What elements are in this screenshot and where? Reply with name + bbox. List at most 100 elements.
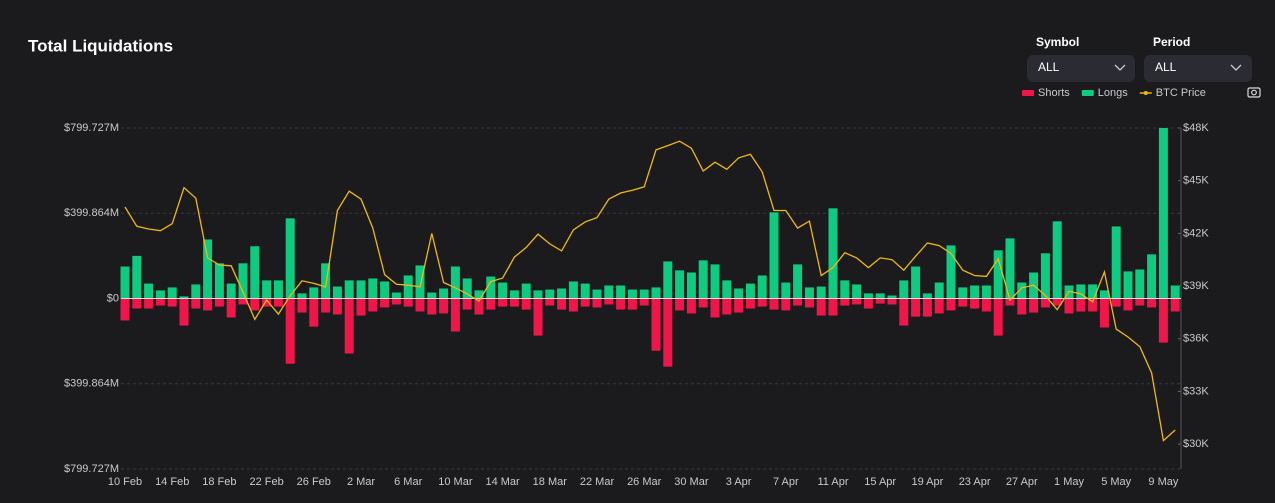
bar (840, 298, 850, 306)
bar (734, 298, 744, 313)
y2-tick-label: $42K (1183, 227, 1209, 239)
bar (332, 286, 342, 299)
bar (226, 283, 236, 299)
bar (1158, 298, 1168, 343)
bar (875, 293, 885, 299)
bar (1017, 282, 1027, 299)
y-tick-label: $399.864M (64, 207, 119, 219)
x-tick-label: 2 Mar (347, 476, 375, 488)
bar (604, 285, 614, 299)
camera-icon[interactable] (1247, 87, 1261, 98)
bar (132, 255, 142, 299)
x-tick-label: 6 Mar (394, 476, 422, 488)
bar (781, 282, 791, 299)
bar (450, 266, 460, 299)
bar (238, 298, 248, 305)
bar (391, 298, 401, 305)
legend-label[interactable]: BTC Price (1156, 87, 1206, 99)
bar (297, 293, 307, 299)
bar (167, 287, 177, 299)
legend-swatch (1081, 90, 1094, 96)
x-tick-label: 3 Apr (726, 476, 752, 488)
x-tick-label: 5 May (1101, 476, 1131, 488)
bar (1170, 298, 1180, 312)
bar (1135, 298, 1145, 306)
legend-label[interactable]: Shorts (1038, 87, 1070, 99)
bar (793, 298, 803, 306)
bar (1017, 298, 1027, 315)
bar (710, 298, 720, 318)
bar (663, 261, 673, 299)
dropdown-value[interactable]: ALL (1038, 60, 1060, 74)
bar (1005, 238, 1015, 299)
bar (745, 298, 755, 309)
bar (1076, 298, 1086, 312)
dropdown[interactable] (1027, 55, 1135, 82)
x-tick-label: 14 Feb (155, 476, 189, 488)
bar (1076, 284, 1086, 299)
bar (474, 298, 484, 315)
bar (368, 278, 378, 299)
bar (769, 212, 779, 299)
y2-tick-label: $45K (1183, 175, 1209, 187)
bar (875, 298, 885, 304)
bar (439, 288, 449, 299)
x-tick-label: 22 Mar (580, 476, 615, 488)
bar (604, 298, 614, 305)
y2-tick-label: $30K (1183, 438, 1209, 450)
chevron (1114, 64, 1126, 71)
bar (970, 285, 980, 299)
bar (981, 285, 991, 299)
bar (958, 298, 968, 307)
dropdown[interactable] (1144, 55, 1252, 82)
bar (474, 290, 484, 299)
x-tick-label: 10 Mar (438, 476, 473, 488)
bar (250, 246, 260, 299)
bar (1052, 221, 1062, 299)
dropdown-value[interactable]: ALL (1155, 60, 1177, 74)
bar (250, 298, 260, 311)
bar (427, 298, 437, 315)
bar (722, 298, 732, 315)
bar (828, 298, 838, 316)
bar (840, 280, 850, 299)
y2-tick-label: $48K (1183, 122, 1209, 134)
bar (462, 278, 472, 299)
bar (356, 298, 366, 316)
bar (568, 281, 578, 299)
chevron (1230, 64, 1242, 71)
bar (1158, 128, 1168, 299)
bar (887, 298, 897, 305)
bar (887, 295, 897, 299)
control-label: Symbol (1036, 35, 1079, 49)
bar (627, 289, 637, 299)
bar (167, 298, 177, 307)
bar (521, 298, 531, 310)
bar (993, 298, 1003, 336)
y-tick-label: $799.727M (64, 122, 119, 134)
bar (698, 298, 708, 308)
bar (155, 290, 165, 299)
bar (922, 293, 932, 299)
bar (863, 293, 873, 299)
bar (970, 298, 980, 309)
bar (592, 298, 602, 308)
bar (745, 283, 755, 299)
x-tick-label: 26 Mar (627, 476, 662, 488)
bar (781, 298, 791, 311)
bar (1040, 253, 1050, 299)
bar (214, 263, 224, 299)
bar (911, 298, 921, 317)
bar (238, 263, 248, 299)
bar (757, 298, 767, 307)
bar (1029, 298, 1039, 313)
legend-label[interactable]: Longs (1098, 87, 1128, 99)
bar (592, 289, 602, 299)
bar (380, 298, 390, 308)
bar (627, 298, 637, 310)
x-tick-label: 18 Feb (202, 476, 236, 488)
bar (1064, 298, 1074, 314)
bar (203, 298, 213, 311)
bar (332, 298, 342, 315)
